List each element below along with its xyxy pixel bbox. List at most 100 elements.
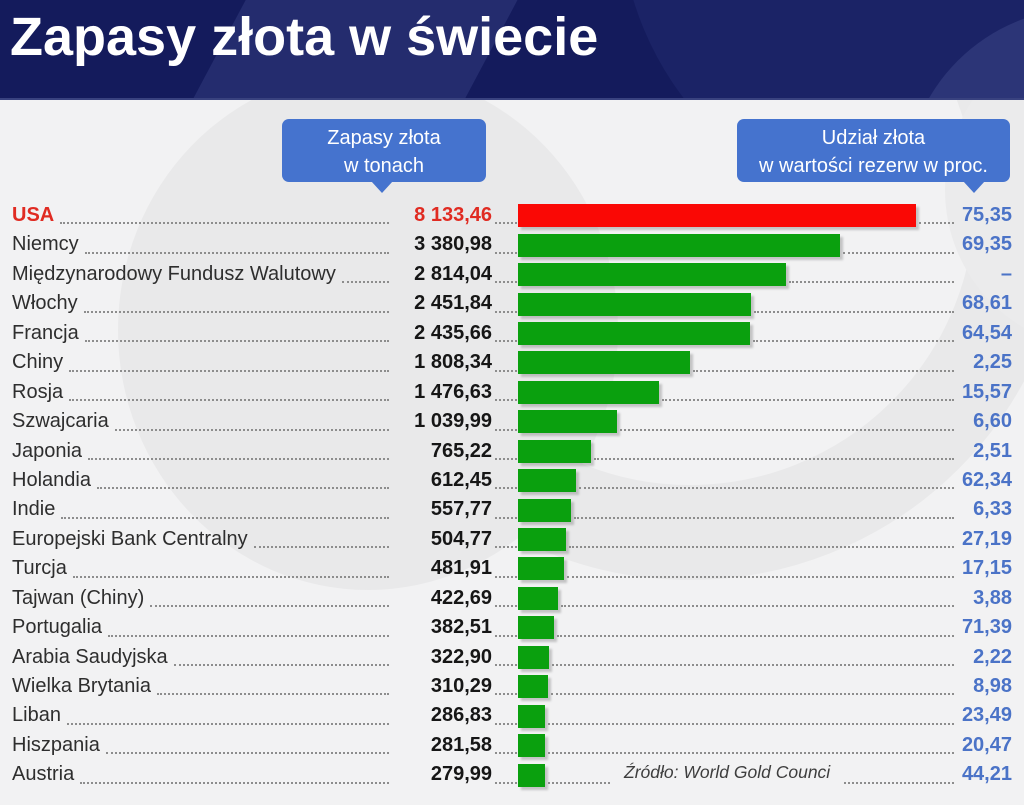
dotted-leader [567, 575, 954, 578]
header: Zapasy złota w świecie [0, 0, 1024, 100]
table-row: Holandia 612,45 62,34 [12, 466, 1012, 495]
tons-value: 765,22 [430, 439, 492, 462]
dotted-leader [495, 664, 517, 666]
dotted-leader [569, 546, 954, 549]
tons-value: 504,77 [430, 527, 492, 550]
dotted-leader [495, 516, 517, 519]
dotted-leader [69, 399, 389, 402]
share-value: 20,47 [961, 733, 1012, 756]
share-value: 75,35 [961, 204, 1012, 226]
dotted-leader [96, 487, 389, 490]
share-value: 23,49 [961, 704, 1012, 727]
dotted-leader [69, 369, 389, 372]
dotted-leader [574, 516, 954, 519]
callout-share-line2: w wartości rezerw w proc. [759, 155, 988, 177]
dotted-leader [84, 251, 389, 254]
tons-bar [518, 498, 571, 522]
bar-zone: 27,19 [518, 525, 1012, 554]
tons-bar [518, 204, 916, 228]
callout-tons-header: Zapasy złota w tonach [282, 119, 486, 193]
country-label: Tajwan (Chiny) [12, 586, 145, 609]
tons-bar [518, 233, 840, 257]
bar-zone: 62,34 [518, 466, 1012, 495]
tons-value: 2 451,84 [414, 292, 492, 315]
country-label: Włochy [12, 292, 78, 315]
dotted-leader [495, 722, 517, 725]
dotted-leader [253, 546, 389, 549]
dotted-leader [843, 251, 954, 254]
tons-bar [518, 469, 576, 493]
dotted-leader [495, 634, 517, 637]
bar-zone: 6,33 [518, 495, 1012, 524]
tons-bar [518, 557, 564, 581]
bar-zone: 20,47 [518, 731, 1012, 760]
bar-zone: 2,22 [518, 643, 1012, 672]
country-label: Szwajcaria [12, 410, 109, 433]
share-value: 62,34 [961, 468, 1012, 491]
bar-zone: 2,25 [518, 348, 1012, 377]
country-label: Europejski Bank Centralny [12, 527, 248, 550]
tons-bar [518, 734, 545, 758]
share-value: – [1000, 262, 1012, 285]
dotted-leader [72, 575, 389, 578]
share-value: 6,33 [973, 498, 1012, 521]
table-row: Europejski Bank Centralny 504,77 27,19 [12, 525, 1012, 554]
dotted-leader [495, 310, 517, 313]
bar-zone: 2,51 [518, 437, 1012, 466]
country-label: Międzynarodowy Fundusz Walutowy [12, 262, 336, 285]
tons-bar [518, 439, 591, 463]
share-value: 27,19 [961, 527, 1012, 550]
dotted-leader [753, 340, 954, 343]
share-value: 69,35 [961, 233, 1012, 256]
tons-bar [518, 763, 545, 787]
country-label: Japonia [12, 439, 83, 462]
dotted-leader [495, 457, 517, 460]
dotted-leader [552, 664, 954, 666]
dotted-leader [108, 634, 389, 637]
dotted-leader [548, 752, 954, 755]
country-label: Wielka Brytania [12, 675, 151, 697]
tons-bar [518, 321, 750, 345]
share-value: 2,25 [973, 351, 1012, 374]
tons-bar [518, 263, 786, 287]
callout-pointer [371, 181, 393, 193]
bar-zone: 75,35 [518, 201, 1012, 230]
tons-bar [518, 645, 549, 669]
share-value: 17,15 [961, 557, 1012, 580]
dotted-leader [61, 516, 389, 519]
dotted-leader [60, 222, 389, 225]
tons-value: 1 476,63 [414, 380, 492, 403]
table-row: Austria 279,99 44,21 [12, 760, 1012, 789]
bar-zone: 71,39 [518, 613, 1012, 642]
table-row: Wielka Brytania 310,29 8,98 [12, 672, 1012, 701]
chart-area: Zapasy złota w tonach Udział złota w war… [0, 100, 1024, 805]
page-title: Zapasy złota w świecie [10, 7, 599, 67]
country-label: Chiny [12, 351, 64, 374]
dotted-leader [693, 369, 954, 372]
dotted-leader [495, 281, 517, 284]
share-value: 2,51 [973, 439, 1012, 462]
dotted-leader [495, 605, 517, 608]
country-label: Hiszpania [12, 733, 100, 756]
callout-share-header: Udział złota w wartości rezerw w proc. [737, 119, 1010, 193]
tons-value: 422,69 [430, 586, 492, 609]
callout-pointer [963, 181, 985, 193]
table-row: USA 8 133,46 75,35 [12, 201, 1012, 230]
country-label: Arabia Saudyjska [12, 645, 168, 668]
dotted-leader [150, 605, 389, 608]
dotted-leader [557, 634, 954, 637]
table-row: Japonia 765,22 2,51 [12, 437, 1012, 466]
tons-bar [518, 528, 566, 552]
country-label: Liban [12, 704, 61, 727]
dotted-leader [156, 693, 389, 696]
dotted-leader [114, 428, 389, 431]
tons-value: 1 039,99 [414, 410, 492, 433]
tons-bar [518, 704, 545, 728]
tons-value: 382,51 [430, 616, 492, 639]
dotted-leader [84, 340, 389, 343]
callout-tons-line1: Zapasy złota [327, 127, 441, 149]
table-row: Tajwan (Chiny) 422,69 3,88 [12, 584, 1012, 613]
country-label: Francja [12, 321, 79, 344]
bar-zone: 69,35 [518, 230, 1012, 259]
